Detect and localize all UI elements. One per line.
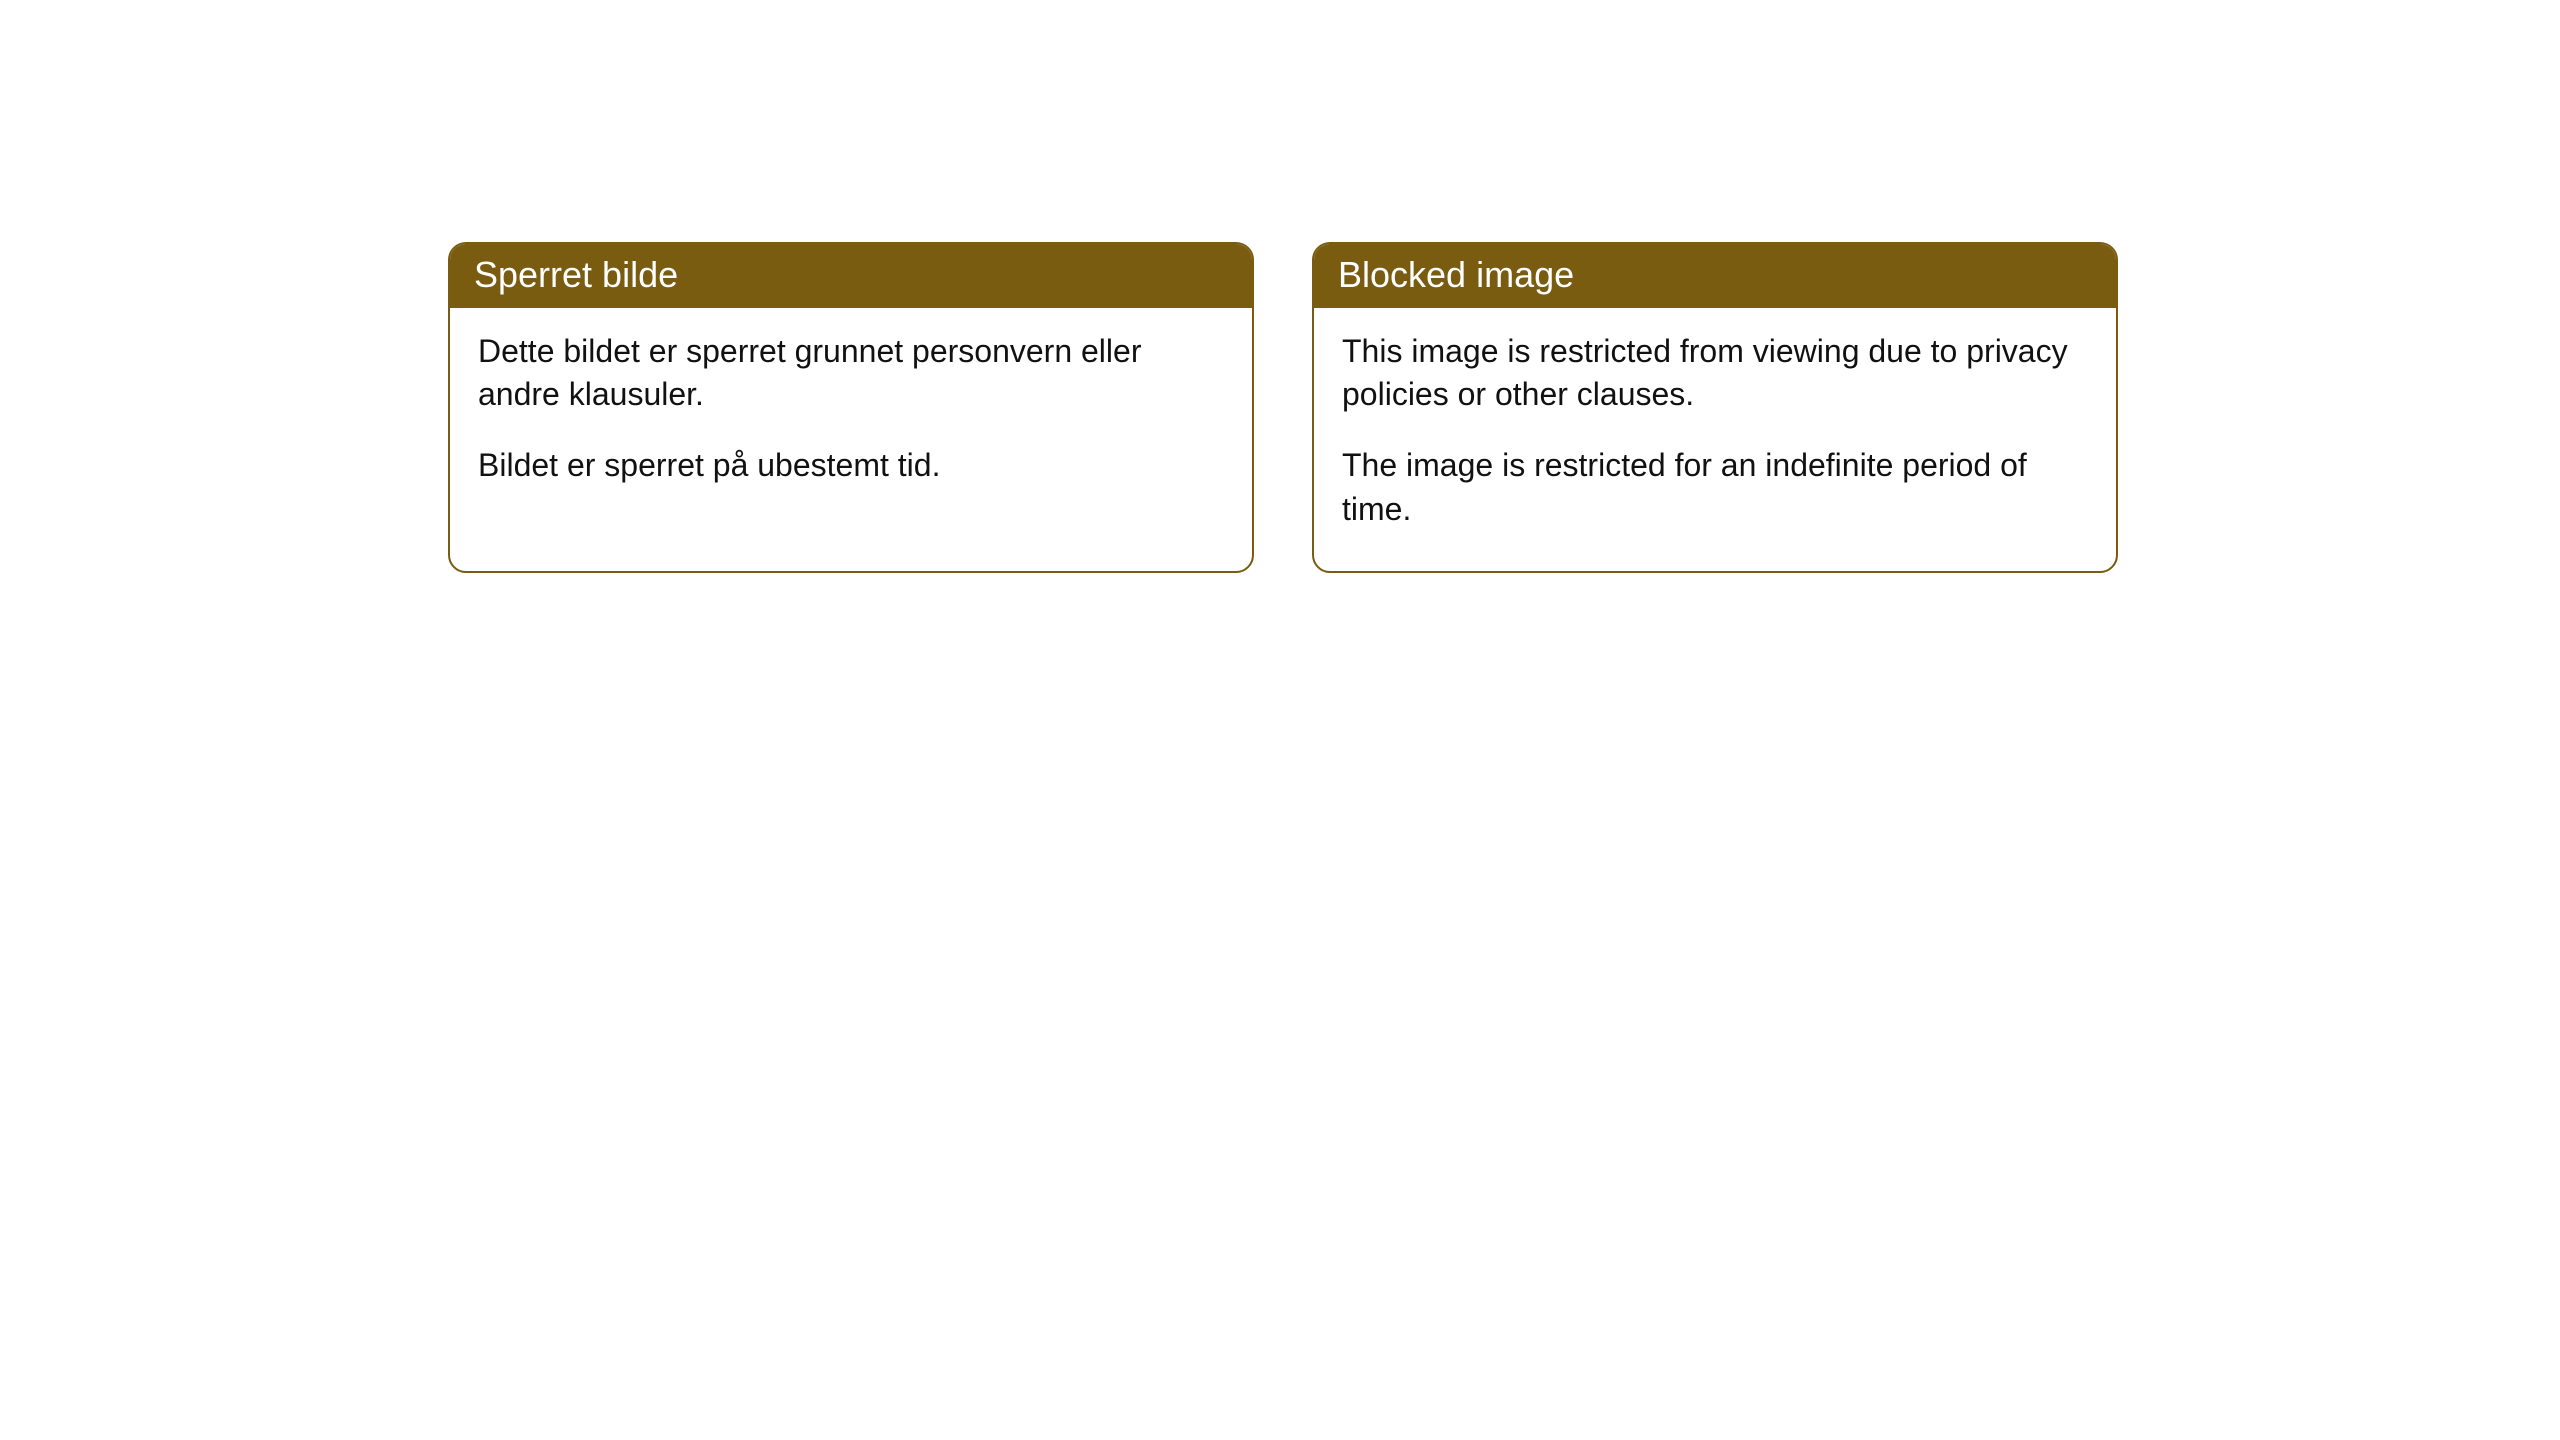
notice-paragraph-2: Bildet er sperret på ubestemt tid. [478, 444, 1224, 487]
notice-card-norwegian: Sperret bilde Dette bildet er sperret gr… [448, 242, 1254, 573]
notice-container: Sperret bilde Dette bildet er sperret gr… [448, 242, 2118, 573]
notice-body-english: This image is restricted from viewing du… [1314, 308, 2116, 571]
notice-body-norwegian: Dette bildet er sperret grunnet personve… [450, 308, 1252, 528]
notice-header-english: Blocked image [1314, 244, 2116, 308]
notice-header-norwegian: Sperret bilde [450, 244, 1252, 308]
notice-title: Blocked image [1338, 254, 1574, 295]
notice-title: Sperret bilde [474, 254, 678, 295]
notice-paragraph-2: The image is restricted for an indefinit… [1342, 444, 2088, 530]
notice-paragraph-1: This image is restricted from viewing du… [1342, 330, 2088, 416]
notice-card-english: Blocked image This image is restricted f… [1312, 242, 2118, 573]
notice-paragraph-1: Dette bildet er sperret grunnet personve… [478, 330, 1224, 416]
